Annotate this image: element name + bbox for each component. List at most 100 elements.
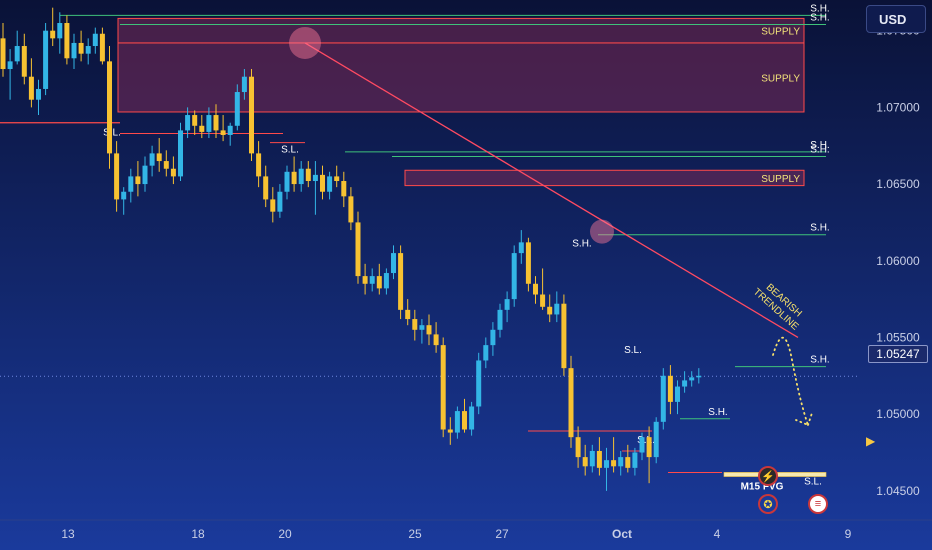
candle-body [178,130,183,177]
candle-body [107,61,112,154]
candle-body [241,76,247,93]
candle-body [419,325,425,330]
candle-body [454,411,460,433]
candle-body [213,115,219,131]
candle-body [632,452,638,468]
candle-body [490,329,496,346]
candle-body [305,168,311,182]
candle-body [92,33,98,47]
swing-high-label: S.H. [810,223,829,234]
candle-body [675,386,680,402]
candle-body [312,174,318,182]
candle-body [511,253,517,300]
candle-body [476,360,482,407]
candle-body [170,168,176,177]
candle-body [199,125,205,132]
trendline-touch-marker [289,26,321,59]
candle-body [234,92,240,126]
price-tick-label: 1.05000 [876,407,920,421]
swing-low-label: S.L. [637,435,655,446]
candle-body [398,253,404,310]
price-tick-label: 1.07000 [876,100,920,114]
time-tick-label: 18 [191,527,205,541]
time-tick-label: 13 [61,527,75,541]
candle-body [263,176,269,200]
candle-body [206,115,212,132]
scroll-right-arrow-icon[interactable]: ▶ [866,434,876,448]
eu-flag-event-icon[interactable]: ✪ [758,494,778,514]
us-flag-event-icon[interactable]: ≡ [808,494,828,514]
candle-body [142,165,148,185]
candle-body [320,174,325,192]
candle-body [50,30,56,39]
swing-high-label: S.H. [810,140,829,151]
candle-body [682,380,688,387]
candle-body [405,309,411,320]
candle-body [483,345,489,361]
supply-zone-label: SUPPLY [761,27,800,38]
candle-body [64,23,70,59]
currency-button[interactable]: USD [866,5,926,33]
supply-zone [117,42,805,113]
candle-body [462,411,467,430]
supply-zone [404,169,805,187]
candle-body [291,171,297,185]
swing-high-label: S.H. [810,355,829,366]
candle-body [596,450,602,468]
candle-body [21,46,27,77]
lightning-event-icon[interactable]: ⚡ [758,466,778,486]
candle-body [575,437,581,458]
time-tick-label: 27 [495,527,509,541]
time-tick-label: 20 [278,527,292,541]
candle-body [433,334,439,346]
candle-body [28,76,34,100]
currency-label: USD [879,11,907,27]
candle-body [284,171,290,192]
candle-body [540,294,546,307]
candle-body [277,191,283,212]
candle-body [426,325,432,335]
candle-body [646,437,652,458]
bearish-trendline [304,42,799,339]
candle-body [14,46,20,62]
candle-body [327,176,333,192]
candle-body [355,222,361,277]
candle-body [469,406,475,430]
candle-body [376,276,382,289]
candle-body [43,30,49,89]
supply-zone [117,17,805,44]
supply-zone-label: SUPPLY [761,174,800,185]
candle-body [568,368,574,438]
candle-body [78,42,84,54]
swing-high-label: S.H. [810,13,829,24]
candle-body [220,130,226,135]
candle-body [383,273,389,289]
candle-body [192,115,198,126]
price-tick-label: 1.06000 [876,254,920,268]
candle-body [341,181,347,197]
candle-body [604,460,609,468]
candle-body [554,303,560,315]
candle-body [504,299,510,310]
swing-high-label-peak: S.H. [572,239,591,250]
candle-body [582,457,588,467]
candle-body [185,115,191,131]
candle-body [298,168,304,185]
candle-body [0,38,6,70]
candle-body [362,276,368,284]
candle-body [156,153,162,162]
candle-body [128,176,134,192]
candle-body [149,153,155,166]
candle-body [618,457,624,467]
candle-body [653,421,659,458]
price-tick-label: 1.06500 [876,177,920,191]
swing-low-label: S.L. [804,476,822,487]
swing-low-label: S.L. [281,145,299,156]
candle-body [518,242,524,254]
swing-high-label: S.H. [708,407,727,418]
candle-body [412,319,418,330]
candle-body [625,457,631,468]
candle-body [135,176,141,185]
